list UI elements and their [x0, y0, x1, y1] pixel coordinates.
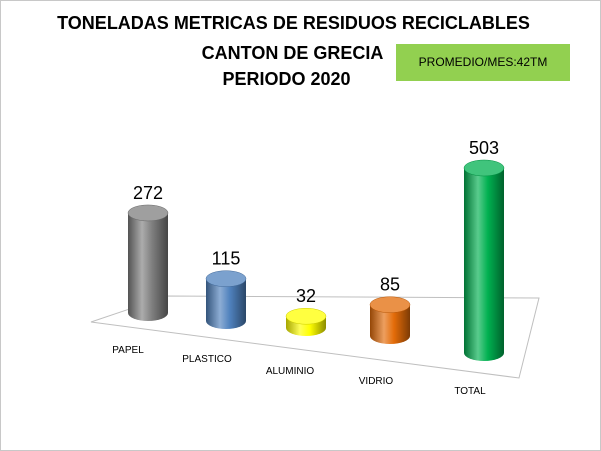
value-label: 272 — [133, 183, 163, 203]
value-label: 85 — [380, 275, 400, 295]
bar-body — [370, 304, 410, 344]
value-label: 32 — [296, 286, 316, 306]
chart-title-line-1: TONELADAS METRICAS DE RESIDUOS RECICLABL… — [57, 13, 530, 33]
bar-vidrio — [369, 296, 411, 344]
bar-top — [205, 270, 247, 287]
category-label: TOTAL — [454, 386, 486, 397]
bar-top — [127, 204, 169, 222]
value-label: 115 — [212, 249, 241, 269]
bar-top — [369, 296, 411, 313]
chart-title-line-2: CANTON DE GRECIA — [201, 43, 384, 63]
bar-body — [206, 278, 246, 329]
bar-papel — [127, 204, 169, 321]
bar-aluminio — [285, 307, 327, 336]
bar-plastico — [205, 270, 247, 329]
bar-body — [128, 212, 168, 321]
value-label: 503 — [469, 138, 499, 158]
category-label: PAPEL — [112, 345, 144, 356]
category-label: ALUMINIO — [266, 366, 315, 377]
chart-title-line-3: PERIODO 2020 — [222, 69, 351, 89]
category-label: PLASTICO — [182, 354, 232, 365]
bar-top — [285, 307, 327, 325]
monthly-average-badge: PROMEDIO/MES:42TM — [396, 44, 570, 81]
category-label: VIDRIO — [359, 376, 394, 387]
bar-top — [463, 159, 505, 177]
bar-body — [464, 168, 504, 361]
bar-total — [463, 159, 505, 361]
